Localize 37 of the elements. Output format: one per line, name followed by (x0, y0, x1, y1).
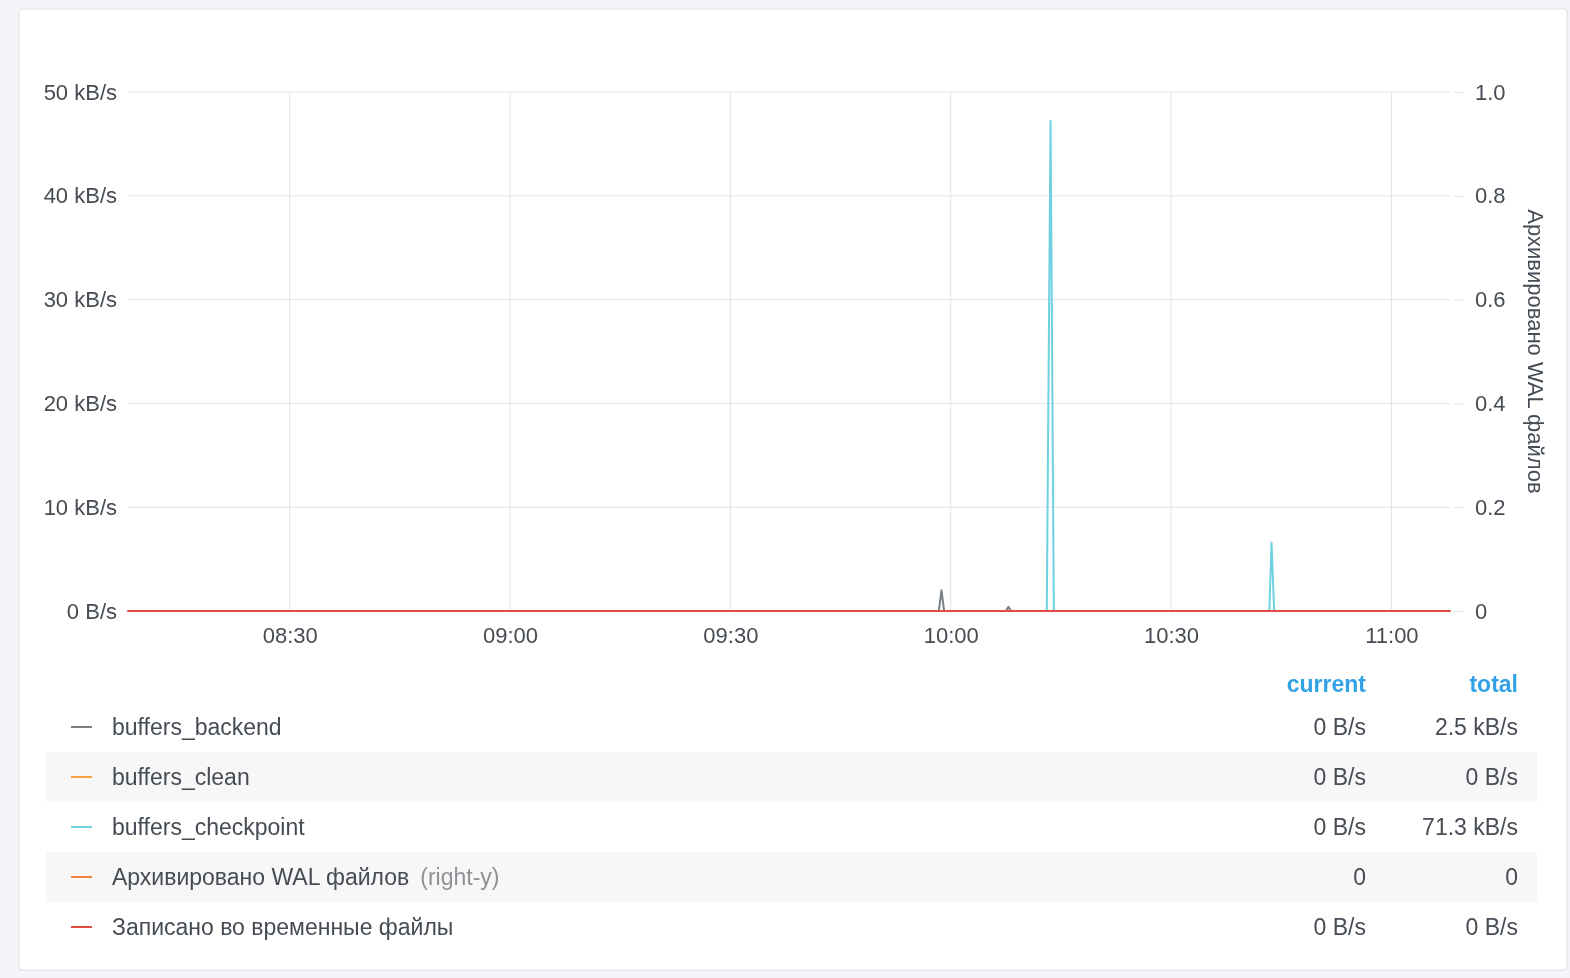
legend-label: buffers_backend (112, 714, 282, 740)
x-tick-label: 10:30 (1144, 622, 1200, 648)
y-tick-label: 10 kB/s (43, 494, 117, 520)
text: 0 B/s (1313, 914, 1366, 940)
text: 0 B/s (1313, 764, 1366, 790)
text: total (1469, 671, 1518, 697)
x-tick-label: 09:00 (483, 622, 539, 648)
y2-tick-label: 0.6 (1475, 287, 1506, 313)
y-tick-label: 30 kB/s (43, 287, 117, 313)
text: (right-y) (420, 864, 500, 890)
y-tick-label: 20 kB/s (43, 390, 117, 416)
legend-label: buffers_checkpoint (112, 814, 306, 840)
text: 0 (1505, 864, 1518, 890)
y2-tick-label: 0.8 (1475, 183, 1506, 209)
y-tick-label: 50 kB/s (43, 79, 117, 105)
text: 71.3 kB/s (1422, 814, 1518, 840)
legend-label: buffers_clean (112, 764, 250, 790)
y-tick-label: 40 kB/s (43, 183, 117, 209)
text: 0 (1353, 864, 1366, 890)
y2-axis-title: Архивировано WAL файлов (1523, 209, 1548, 494)
x-tick-label: 10:00 (923, 622, 979, 648)
y2-tick-label: 0.4 (1475, 390, 1506, 416)
y-tick-label: 0 B/s (66, 598, 117, 624)
legend-label: Архивировано WAL файлов (112, 864, 410, 890)
y2-tick-label: 0.2 (1475, 494, 1506, 520)
text: 0 B/s (1313, 714, 1366, 740)
y2-tick-label: 1.0 (1475, 79, 1506, 105)
text: current (1286, 671, 1367, 697)
text: 0 B/s (1465, 914, 1518, 940)
legend-label: Записано во временные файлы (112, 914, 454, 940)
text: 2.5 kB/s (1434, 714, 1518, 740)
x-tick-label: 08:30 (262, 622, 318, 648)
x-tick-label: 11:00 (1365, 622, 1419, 648)
y2-tick-label: 0 (1475, 598, 1488, 624)
x-tick-label: 09:30 (703, 622, 759, 648)
text: 0 B/s (1465, 764, 1518, 790)
text: 0 B/s (1313, 814, 1366, 840)
